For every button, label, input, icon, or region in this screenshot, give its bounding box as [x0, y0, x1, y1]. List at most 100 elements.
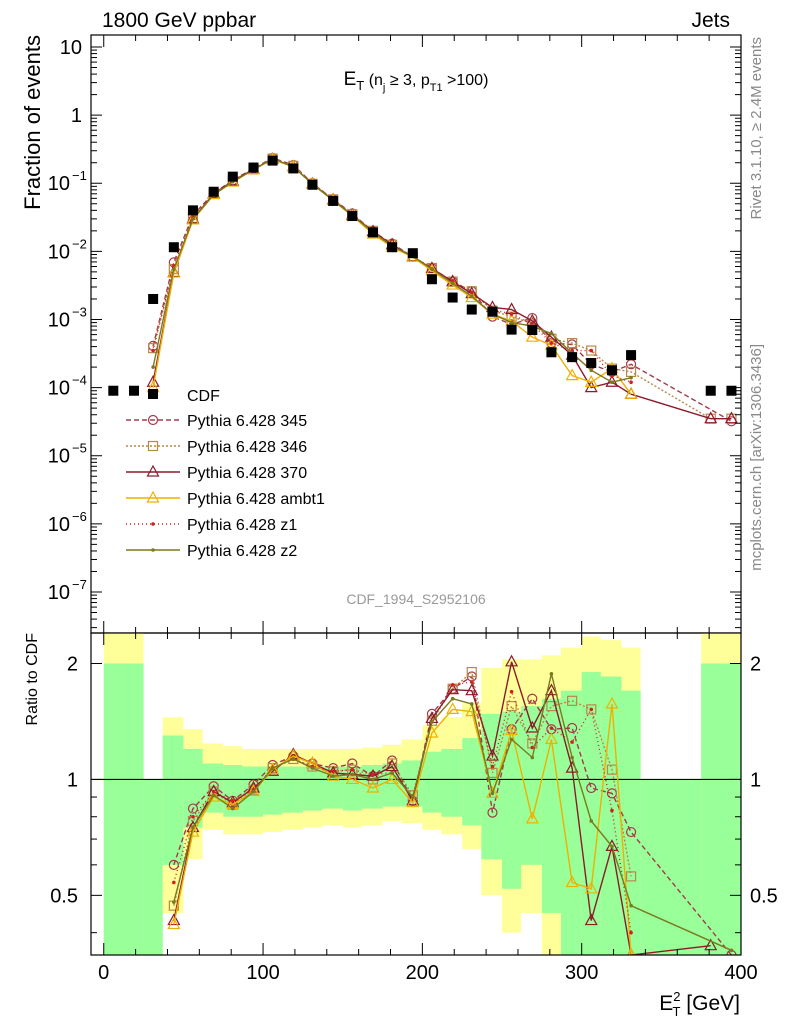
legend-marker [151, 548, 155, 552]
legend-item-pythia-6-428-z2: Pythia 6.428 z2 [126, 543, 297, 560]
title-rest2-sub: T1 [430, 82, 443, 94]
ratio-point [226, 795, 240, 808]
ratio-point [310, 766, 315, 770]
uncertainty-band-inner [502, 711, 522, 889]
series-point [191, 217, 195, 221]
series-point [186, 212, 200, 225]
uncertainty-band-inner [541, 698, 561, 913]
data-point [626, 350, 637, 361]
ratio-y-tick-label-right: 2 [750, 653, 761, 675]
data-point [705, 385, 716, 396]
data-point [586, 357, 597, 368]
ratio-point [266, 762, 280, 775]
ratio-point [331, 769, 335, 774]
legend-label: Pythia 6.428 346 [187, 439, 307, 456]
series-point [629, 380, 633, 385]
data-point [487, 306, 498, 317]
title-rest1-sub: j [382, 82, 385, 94]
x-tick-label: 0 [98, 962, 109, 984]
ratio-y-tick-label: 2 [67, 653, 78, 675]
data-point [466, 304, 477, 315]
ratio-point [729, 948, 734, 953]
ratio-point [525, 811, 539, 824]
series-point [565, 368, 579, 381]
title-rest1: (n [364, 72, 383, 89]
title-rest2: ≥ 3, p [385, 72, 429, 89]
ratio-point [549, 726, 554, 730]
series-point [584, 374, 598, 387]
ratio-point [605, 839, 619, 851]
ratio-point [251, 789, 256, 794]
data-point [108, 385, 119, 396]
ratio-point [345, 767, 359, 780]
watermark: CDF_1994_S2952106 [346, 591, 486, 607]
ratio-point [530, 745, 535, 750]
xlabel-sup: 2 [673, 989, 680, 1004]
ratio-point [509, 689, 514, 694]
ratio-point [207, 789, 221, 802]
ratio-y-tick-label-right: 1 [750, 769, 761, 791]
legend-marker [151, 522, 155, 526]
series-point [629, 375, 633, 380]
ratio-point [350, 772, 355, 777]
ratio-point [172, 880, 176, 885]
y-tick-label: 10 [48, 173, 70, 195]
series-point [704, 411, 718, 424]
legend-marker [146, 464, 160, 477]
data-point [387, 242, 398, 253]
data-point [187, 205, 198, 216]
ratio-point [704, 938, 718, 951]
ratio-point [487, 807, 498, 818]
data-cdf [108, 155, 737, 396]
series-pythia-6-428-z1 [151, 156, 633, 385]
series-point [624, 386, 638, 399]
y-tick-label: 10 [48, 378, 70, 400]
y-tick-label: 10 [48, 241, 70, 263]
uncertainty-band-inner [640, 779, 702, 955]
ratio-point [610, 844, 614, 849]
y-tick-label: 10 [48, 309, 70, 331]
ratio-point [411, 795, 415, 799]
series-line [152, 158, 632, 395]
ratio-point [485, 786, 499, 798]
uncertainty-band-inner [581, 672, 601, 955]
ratio-point [586, 782, 597, 794]
series-point [172, 267, 176, 271]
data-point [546, 347, 557, 358]
data-point [506, 324, 517, 335]
ratio-point [446, 702, 460, 714]
ratio-point [584, 881, 598, 894]
ratio-point [527, 693, 538, 704]
ratio-point [406, 795, 420, 808]
series-point [589, 348, 594, 353]
legend-item-pythia-6-428-370: Pythia 6.428 370 [126, 464, 307, 482]
legend-label: Pythia 6.428 z1 [187, 517, 297, 534]
ratio-point [509, 737, 514, 742]
series-line [152, 157, 632, 383]
ratio-point [505, 723, 519, 736]
series-pythia-6-428-z2 [151, 156, 633, 385]
uncertainty-band-inner [560, 690, 582, 955]
ratio-point [544, 683, 558, 696]
y-tick-exponent: −3 [72, 304, 87, 319]
uncertainty-band-inner [600, 676, 622, 955]
ratio-point [230, 798, 235, 803]
data-point [726, 385, 737, 396]
series-point [586, 345, 597, 356]
ratio-point [167, 917, 181, 930]
main-ylabel: Fraction of events [20, 35, 45, 210]
ratio-point [549, 672, 554, 676]
ratio-point [430, 720, 434, 724]
ratio-point [525, 720, 539, 733]
ratio-point [390, 771, 394, 775]
ratio-point [469, 702, 474, 706]
series-point [549, 341, 554, 345]
data-point [426, 274, 437, 285]
uncertainty-band-inner [282, 766, 303, 813]
ratio-point [371, 772, 375, 777]
ratio-point [629, 903, 633, 908]
y-tick-exponent: −1 [72, 168, 87, 183]
legend-label: CDF [187, 388, 220, 405]
ratio-frame [90, 632, 742, 956]
ratio-point [567, 722, 578, 734]
